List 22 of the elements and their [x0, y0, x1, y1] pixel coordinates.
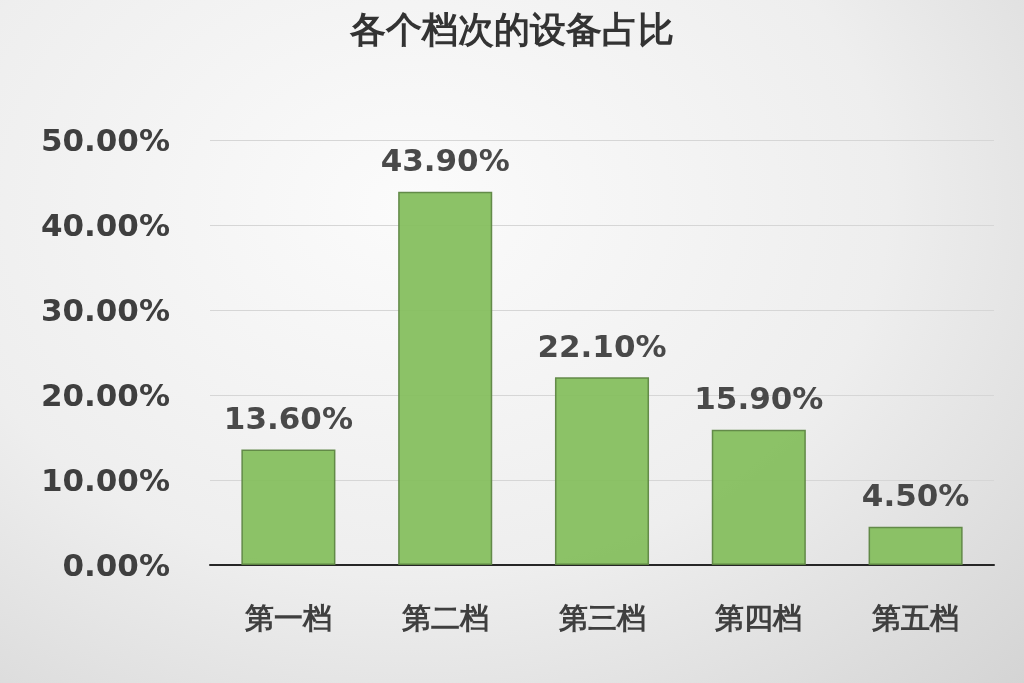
y-tick-label: 0.00% [62, 547, 170, 583]
y-tick-label: 20.00% [40, 377, 170, 413]
data-label: 4.50% [861, 477, 970, 514]
data-label: 13.60% [223, 399, 353, 436]
x-tick-label: 第三档 [557, 600, 646, 635]
x-tick-label: 第一档 [243, 600, 332, 635]
bar [554, 377, 650, 565]
bar [868, 526, 963, 565]
y-tick-label: 10.00% [40, 462, 170, 498]
bar [398, 191, 493, 565]
data-label: 43.90% [380, 142, 510, 179]
data-label: 15.90% [694, 380, 824, 417]
x-tick-label: 第五档 [871, 600, 960, 635]
x-tick-label: 第四档 [714, 600, 803, 635]
bar [241, 449, 336, 565]
data-label: 22.10% [537, 327, 667, 364]
bar [711, 429, 806, 565]
y-tick-label: 50.00% [40, 122, 170, 158]
x-tick-label: 第二档 [400, 600, 489, 635]
chart-title: 各个档次的设备占比 [349, 8, 674, 50]
y-tick-label: 30.00% [40, 292, 170, 328]
y-tick-label: 40.00% [40, 207, 170, 243]
